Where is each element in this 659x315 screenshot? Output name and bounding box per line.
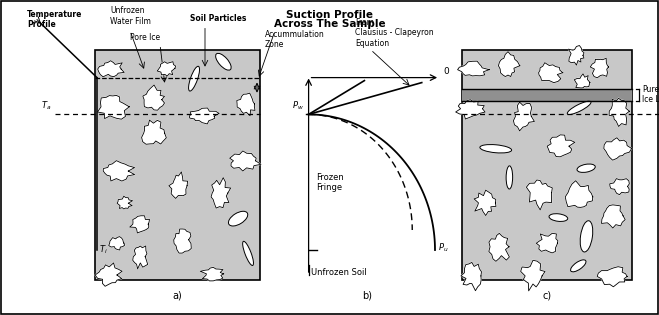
Polygon shape [457, 61, 489, 76]
Bar [462, 50, 632, 280]
Polygon shape [609, 98, 629, 126]
Polygon shape [230, 151, 261, 171]
Text: From
Clausius - Clapeyron
Equation: From Clausius - Clapeyron Equation [355, 18, 434, 48]
Text: $P_w$: $P_w$ [292, 100, 304, 112]
Polygon shape [604, 138, 632, 160]
Polygon shape [569, 45, 584, 65]
Ellipse shape [480, 145, 511, 153]
Polygon shape [575, 74, 590, 88]
Polygon shape [521, 260, 545, 291]
Polygon shape [98, 61, 124, 77]
Text: Unfrozen
Water Film: Unfrozen Water Film [110, 6, 151, 26]
Polygon shape [103, 161, 134, 181]
Text: 0: 0 [443, 66, 449, 76]
Polygon shape [590, 58, 608, 78]
Ellipse shape [549, 214, 567, 221]
Polygon shape [130, 216, 150, 233]
Polygon shape [174, 229, 191, 253]
Polygon shape [158, 62, 175, 76]
Ellipse shape [506, 166, 513, 189]
Bar [290, 50, 445, 280]
Polygon shape [461, 262, 482, 291]
Polygon shape [610, 179, 629, 195]
Polygon shape [536, 233, 558, 253]
Polygon shape [143, 85, 165, 110]
Ellipse shape [188, 66, 200, 91]
Polygon shape [498, 52, 520, 77]
Ellipse shape [580, 221, 592, 252]
Polygon shape [455, 100, 485, 119]
Polygon shape [489, 233, 509, 261]
Polygon shape [527, 180, 552, 210]
Bar [462, 89, 632, 100]
Polygon shape [189, 108, 219, 124]
Text: Suction Profile: Suction Profile [287, 10, 374, 20]
Text: b): b) [362, 290, 372, 300]
Polygon shape [132, 246, 148, 269]
Ellipse shape [229, 211, 248, 226]
Polygon shape [538, 63, 563, 83]
Ellipse shape [567, 101, 591, 115]
Text: Unfrozen Soil: Unfrozen Soil [311, 268, 366, 277]
Polygon shape [211, 178, 231, 208]
Polygon shape [169, 172, 188, 198]
Bar [95, 50, 260, 280]
Polygon shape [602, 205, 625, 228]
Text: Temperature
Profile: Temperature Profile [27, 9, 82, 29]
Polygon shape [200, 267, 223, 281]
Text: Accummulation
Zone: Accummulation Zone [265, 30, 325, 49]
Polygon shape [237, 93, 255, 116]
Polygon shape [597, 267, 627, 287]
Ellipse shape [571, 260, 586, 272]
Text: Pore Ice: Pore Ice [130, 32, 160, 42]
Text: 0°C: 0°C [100, 65, 114, 74]
Text: $T_a$: $T_a$ [41, 100, 51, 112]
Polygon shape [95, 263, 122, 286]
Text: a): a) [173, 290, 183, 300]
Polygon shape [474, 190, 496, 215]
Ellipse shape [243, 241, 254, 266]
Text: Pure
Ice Lens: Pure Ice Lens [642, 85, 659, 104]
Polygon shape [117, 196, 132, 209]
Ellipse shape [215, 53, 231, 70]
Text: $T_i$: $T_i$ [99, 244, 107, 256]
Text: c): c) [542, 290, 552, 300]
Polygon shape [98, 95, 129, 119]
Text: $P_u$: $P_u$ [438, 242, 449, 254]
Ellipse shape [577, 164, 595, 172]
Polygon shape [142, 120, 166, 144]
Text: Soil Particles: Soil Particles [190, 14, 246, 23]
Text: Frozen
Fringe: Frozen Fringe [316, 173, 345, 192]
Polygon shape [547, 135, 575, 157]
Polygon shape [565, 181, 593, 207]
Polygon shape [109, 237, 125, 250]
Text: Across The Sample: Across The Sample [274, 19, 386, 29]
Polygon shape [513, 102, 534, 131]
